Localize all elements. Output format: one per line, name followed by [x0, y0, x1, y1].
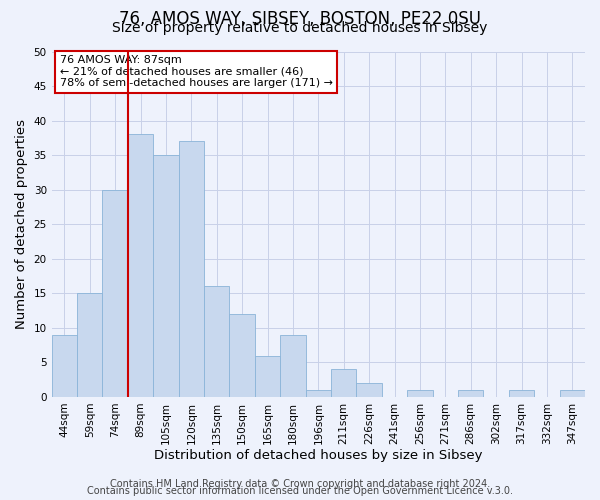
Bar	[128, 134, 153, 397]
Bar	[52, 335, 77, 397]
Y-axis label: Number of detached properties: Number of detached properties	[15, 119, 28, 329]
Bar	[204, 286, 229, 397]
Bar	[356, 383, 382, 397]
Bar	[103, 190, 128, 397]
Text: Size of property relative to detached houses in Sibsey: Size of property relative to detached ho…	[112, 21, 488, 35]
Bar	[560, 390, 585, 397]
X-axis label: Distribution of detached houses by size in Sibsey: Distribution of detached houses by size …	[154, 450, 482, 462]
Text: 76, AMOS WAY, SIBSEY, BOSTON, PE22 0SU: 76, AMOS WAY, SIBSEY, BOSTON, PE22 0SU	[119, 10, 481, 28]
Bar	[153, 155, 179, 397]
Bar	[331, 370, 356, 397]
Bar	[407, 390, 433, 397]
Bar	[280, 335, 305, 397]
Text: Contains public sector information licensed under the Open Government Licence v.: Contains public sector information licen…	[87, 486, 513, 496]
Bar	[77, 294, 103, 397]
Text: 76 AMOS WAY: 87sqm
← 21% of detached houses are smaller (46)
78% of semi-detache: 76 AMOS WAY: 87sqm ← 21% of detached hou…	[59, 55, 332, 88]
Bar	[179, 142, 204, 397]
Bar	[229, 314, 255, 397]
Bar	[509, 390, 534, 397]
Bar	[458, 390, 484, 397]
Bar	[305, 390, 331, 397]
Text: Contains HM Land Registry data © Crown copyright and database right 2024.: Contains HM Land Registry data © Crown c…	[110, 479, 490, 489]
Bar	[255, 356, 280, 397]
